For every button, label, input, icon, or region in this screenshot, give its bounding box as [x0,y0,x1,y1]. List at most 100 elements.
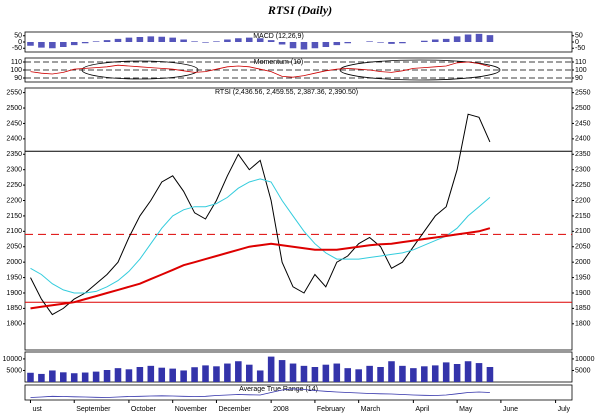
y-tick-label: 2100 [575,228,591,235]
bar [81,42,89,44]
bar [245,37,253,42]
x-tick-label: February [317,406,346,413]
bar [224,363,231,382]
bar [38,373,45,382]
bar [267,356,275,382]
x-tick-label: ust [32,406,41,413]
bar [103,370,111,382]
panel-label: RTSI (2,436.56, 2,459.55, 2,387.36, 2,39… [215,89,358,96]
y-tick-label: 2350 [6,151,22,158]
y-tick-label: 2550 [575,89,591,96]
bar [388,42,395,44]
bar [289,363,297,382]
bar [70,373,78,382]
bar [464,361,472,382]
bar [158,367,166,382]
bar [125,369,133,382]
bar [278,42,286,45]
bar [213,366,220,382]
series-line [30,178,491,294]
bar [431,365,439,382]
y-tick-label: 2500 [575,105,591,112]
y-tick-label: 1850 [575,305,591,312]
y-tick-label: 1850 [6,305,22,312]
bar [267,40,275,42]
bar [300,42,308,50]
bar [114,368,122,382]
bar [442,38,450,42]
bar [245,364,253,382]
y-tick-label: 100 [575,67,587,74]
bar [421,366,428,382]
bar [278,360,286,382]
y-tick-label: 2000 [575,259,591,266]
x-tick-label: April [415,406,429,413]
y-tick-label: 1950 [575,274,591,281]
x-tick-label: May [459,406,473,413]
bar [486,367,494,382]
bar [136,367,144,382]
y-tick-label: 0 [575,39,579,46]
y-tick-label: 0 [18,39,22,46]
y-tick-label: 5000 [6,367,22,374]
bar [202,42,209,43]
bar [224,39,231,42]
bar [81,372,89,382]
x-tick-label: 2008 [273,406,289,413]
bar [136,37,144,42]
y-tick-label: -50 [12,45,22,52]
bar [475,363,483,382]
bar [453,364,461,382]
bar [60,42,67,47]
bar [70,42,78,46]
bar [103,40,111,42]
bar [355,369,362,382]
x-tick-label: October [131,406,157,413]
bar [38,42,45,48]
y-tick-label: 110 [11,59,22,66]
bar [289,42,297,49]
bar [27,372,34,382]
y-tick-label: 2400 [6,136,22,143]
bar [114,38,122,42]
bar [49,42,56,49]
y-tick-label: 2550 [6,89,22,96]
bar [60,372,67,382]
y-tick-label: 2500 [6,105,22,112]
x-tick-label: March [361,406,381,413]
y-tick-label: 2050 [575,244,591,251]
bar [180,370,187,382]
bar [464,34,472,42]
y-tick-label: 2450 [6,120,22,127]
bar [235,38,242,42]
bar [333,42,341,46]
y-tick-label: 2250 [6,182,22,189]
bar [213,41,220,42]
bar [377,42,384,43]
y-tick-label: 2350 [575,151,591,158]
y-tick-label: 90 [14,75,22,82]
y-tick-label: 2150 [575,213,591,220]
y-tick-label: 100 [10,67,22,74]
y-tick-label: 2150 [6,213,22,220]
x-tick-label: November [175,406,208,413]
y-tick-label: 2300 [575,167,591,174]
bar [442,362,450,382]
bar [453,36,461,42]
y-tick-label: 2100 [6,228,22,235]
y-tick-label: 1900 [6,290,22,297]
bar [169,37,176,42]
bar [180,39,187,42]
x-tick-label: September [76,406,111,413]
bar [27,42,34,46]
x-tick-label: July [558,406,571,413]
bar [147,365,155,382]
bar [256,38,264,42]
y-tick-label: 90 [575,75,583,82]
bar [300,365,308,382]
y-tick-label: 50 [14,33,22,40]
x-tick-label: June [503,406,518,413]
y-tick-label: 1800 [6,321,22,328]
panel-frame [24,351,573,383]
